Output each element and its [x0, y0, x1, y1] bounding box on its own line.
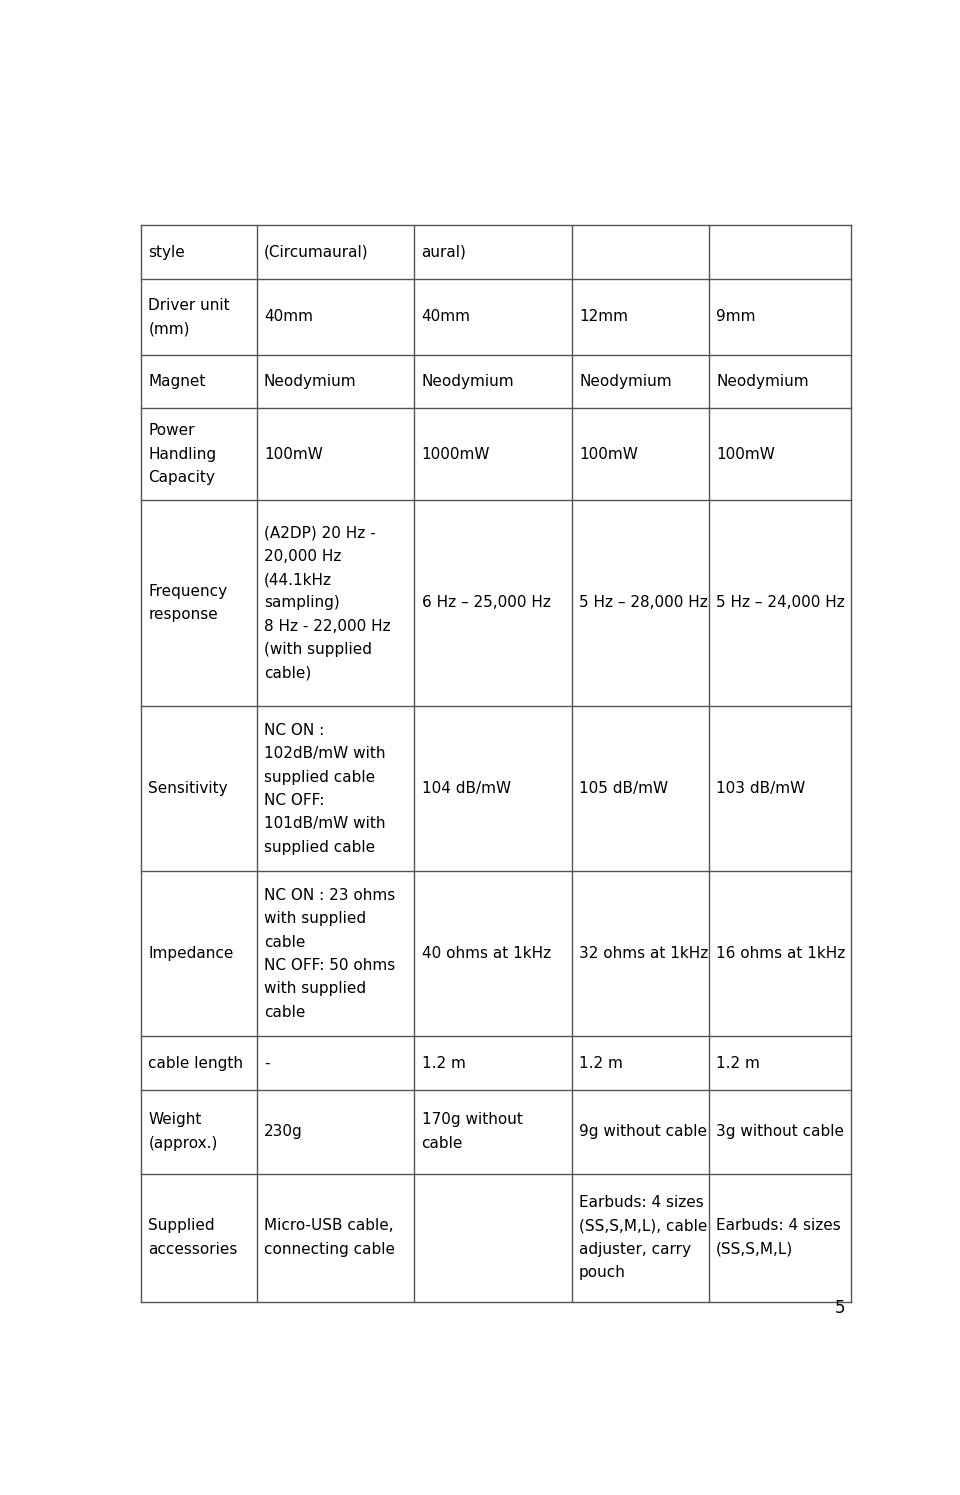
Text: 12mm: 12mm [579, 309, 628, 324]
Text: -: - [264, 1055, 270, 1070]
Text: 6 Hz – 25,000 Hz: 6 Hz – 25,000 Hz [421, 595, 550, 610]
Text: 105 dB/mW: 105 dB/mW [579, 782, 668, 797]
Text: 3g without cable: 3g without cable [716, 1124, 844, 1139]
Text: 100mW: 100mW [716, 447, 775, 462]
Text: (A2DP) 20 Hz -
20,000 Hz
(44.1kHz
sampling)
8 Hz - 22,000 Hz
(with supplied
cabl: (A2DP) 20 Hz - 20,000 Hz (44.1kHz sampli… [264, 525, 391, 680]
Text: 40 ohms at 1kHz: 40 ohms at 1kHz [421, 946, 551, 961]
Text: Neodymium: Neodymium [264, 374, 356, 389]
Text: Neodymium: Neodymium [421, 374, 515, 389]
Text: Power
Handling
Capacity: Power Handling Capacity [148, 423, 216, 484]
Text: 104 dB/mW: 104 dB/mW [421, 782, 511, 797]
Text: Impedance: Impedance [148, 946, 233, 961]
Text: 100mW: 100mW [579, 447, 638, 462]
Text: 230g: 230g [264, 1124, 302, 1139]
Text: 5 Hz – 24,000 Hz: 5 Hz – 24,000 Hz [716, 595, 845, 610]
Text: Neodymium: Neodymium [579, 374, 672, 389]
Text: Magnet: Magnet [148, 374, 205, 389]
Text: 32 ohms at 1kHz: 32 ohms at 1kHz [579, 946, 708, 961]
Text: 103 dB/mW: 103 dB/mW [716, 782, 805, 797]
Text: 1.2 m: 1.2 m [421, 1055, 466, 1070]
Text: 9mm: 9mm [716, 309, 756, 324]
Text: 1.2 m: 1.2 m [716, 1055, 760, 1070]
Text: 9g without cable: 9g without cable [579, 1124, 708, 1139]
Text: 1000mW: 1000mW [421, 447, 490, 462]
Text: 5: 5 [835, 1299, 846, 1317]
Text: Sensitivity: Sensitivity [148, 782, 228, 797]
Text: NC ON :
102dB/mW with
supplied cable
NC OFF:
101dB/mW with
supplied cable: NC ON : 102dB/mW with supplied cable NC … [264, 722, 386, 855]
Text: (Circumaural): (Circumaural) [264, 245, 369, 260]
Text: Frequency
response: Frequency response [148, 583, 228, 622]
Text: Driver unit
(mm): Driver unit (mm) [148, 298, 229, 336]
Text: style: style [148, 245, 185, 260]
Text: 16 ohms at 1kHz: 16 ohms at 1kHz [716, 946, 846, 961]
Text: 100mW: 100mW [264, 447, 323, 462]
Text: Earbuds: 4 sizes
(SS,S,M,L): Earbuds: 4 sizes (SS,S,M,L) [716, 1218, 841, 1257]
Text: 40mm: 40mm [264, 309, 313, 324]
Text: 1.2 m: 1.2 m [579, 1055, 623, 1070]
Text: 40mm: 40mm [421, 309, 470, 324]
Text: 5 Hz – 28,000 Hz: 5 Hz – 28,000 Hz [579, 595, 708, 610]
Text: Earbuds: 4 sizes
(SS,S,M,L), cable
adjuster, carry
pouch: Earbuds: 4 sizes (SS,S,M,L), cable adjus… [579, 1195, 708, 1280]
Text: Supplied
accessories: Supplied accessories [148, 1218, 238, 1257]
Text: Weight
(approx.): Weight (approx.) [148, 1112, 218, 1151]
Text: Neodymium: Neodymium [716, 374, 808, 389]
Text: 170g without
cable: 170g without cable [421, 1112, 522, 1151]
Text: NC ON : 23 ohms
with supplied
cable
NC OFF: 50 ohms
with supplied
cable: NC ON : 23 ohms with supplied cable NC O… [264, 888, 396, 1020]
Text: Micro-USB cable,
connecting cable: Micro-USB cable, connecting cable [264, 1218, 395, 1257]
Text: cable length: cable length [148, 1055, 243, 1070]
Text: aural): aural) [421, 245, 467, 260]
